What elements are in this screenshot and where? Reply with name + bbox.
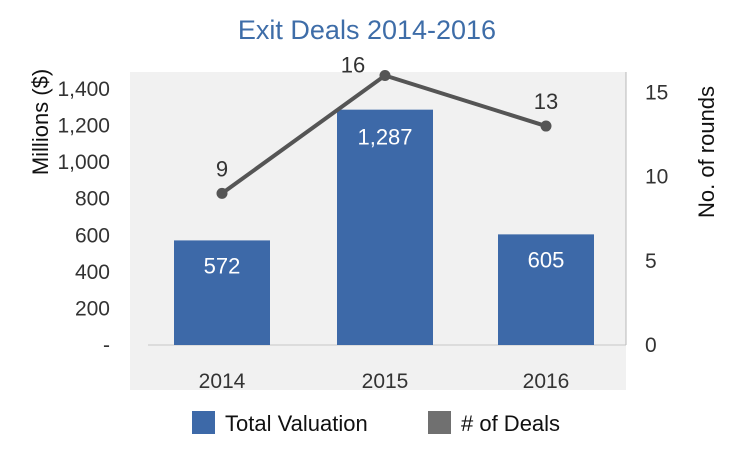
right-tick-label: 15 [645, 81, 668, 104]
bar-2014 [174, 240, 270, 345]
x-tick-label: 2014 [199, 370, 246, 393]
deals-value-label: 9 [216, 156, 228, 181]
deals-point [540, 120, 552, 132]
right-tick-label: 10 [645, 166, 668, 189]
right-axis-ticks: 0 5 10 15 [645, 81, 668, 357]
deals-value-label: 16 [341, 53, 365, 78]
deals-value-label: 13 [534, 89, 558, 114]
left-axis-ticks: - 200 400 600 800 1,000 1,200 1,400 [57, 78, 110, 357]
bar-2015 [337, 109, 433, 345]
right-tick-label: 5 [645, 250, 657, 273]
x-tick-label: 2015 [362, 370, 409, 393]
left-tick-label: 400 [75, 261, 110, 284]
left-tick-label: 1,400 [57, 78, 110, 101]
left-tick-label: - [103, 334, 110, 357]
left-tick-label: 600 [75, 224, 110, 247]
x-axis-ticks: 2014 2015 2016 [199, 370, 570, 393]
bar-value-label: 572 [204, 253, 241, 278]
left-tick-label: 1,000 [57, 151, 110, 174]
left-tick-label: 1,200 [57, 115, 110, 138]
legend: Total Valuation # of Deals [192, 411, 560, 436]
deals-point [216, 187, 228, 199]
right-tick-label: 0 [645, 334, 657, 357]
line-series: 9 16 13 [216, 53, 558, 199]
bar-data-labels: 572 1,287 605 [204, 125, 565, 279]
left-axis-title: Millions ($) [28, 69, 53, 175]
bar-value-label: 1,287 [357, 125, 412, 150]
bar-series [174, 109, 594, 345]
left-tick-label: 800 [75, 188, 110, 211]
chart-title: Exit Deals 2014-2016 [238, 15, 496, 45]
legend-label: Total Valuation [225, 411, 368, 436]
legend-swatch [428, 411, 451, 434]
legend-label: # of Deals [461, 411, 560, 436]
bar-2016 [498, 234, 594, 345]
bar-value-label: 605 [528, 247, 565, 272]
x-tick-label: 2016 [523, 370, 570, 393]
legend-swatch [192, 411, 215, 434]
left-tick-label: 200 [75, 297, 110, 320]
deals-point [379, 70, 391, 82]
right-axis-title: No. of rounds [694, 86, 719, 218]
